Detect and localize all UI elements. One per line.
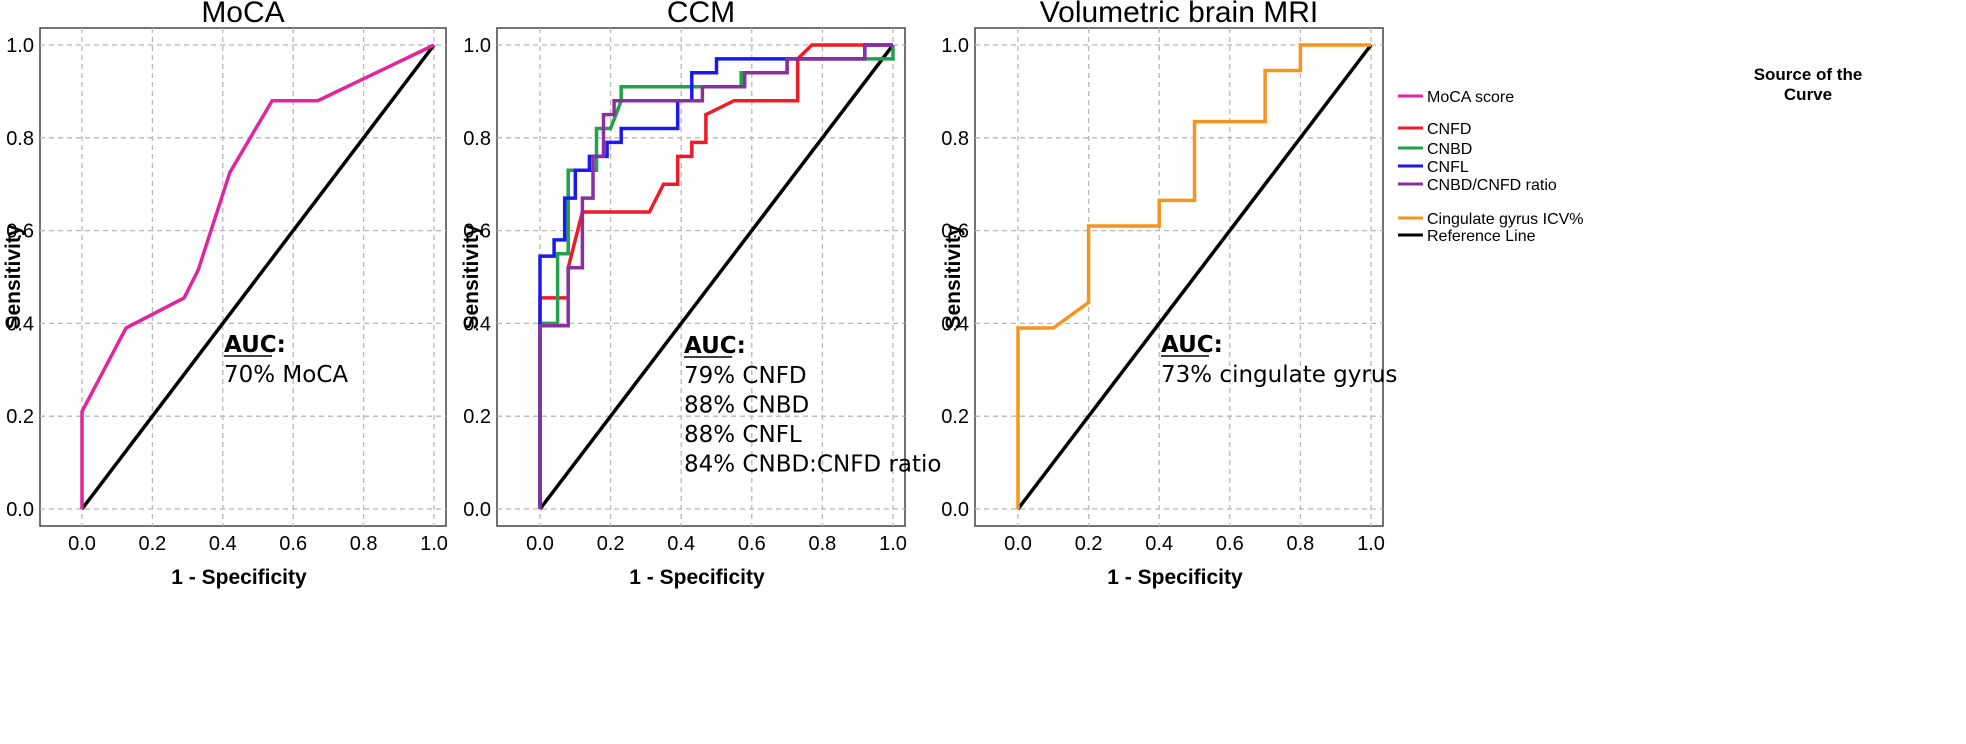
moca-x-tick-label: 0.6 xyxy=(279,533,307,555)
volumetric-brain-mri-y-tick-label: 0.4 xyxy=(941,313,969,335)
moca-title: MoCA xyxy=(201,0,284,29)
ccm-auc-value: 84% CNBD:CNFD ratio xyxy=(684,452,941,478)
panel-volumetric-brain-mri: 0.0 0.0 0.2 0.2 0.4 0.4 0.6 0.6 0.8 0.8 1.0 1.0 Volu… xyxy=(941,0,1397,589)
moca-y-tick-label: 0.2 xyxy=(6,406,34,428)
ccm-y-tick-label: 0.4 xyxy=(463,313,491,335)
ccm-y-tick-label: 0.2 xyxy=(463,406,491,428)
legend-label-cingulate-gyrus-icv: Cingulate gyrus ICV% xyxy=(1427,211,1584,228)
moca-y-axis-label: Sensitivity xyxy=(2,224,25,329)
volumetric-brain-mri-y-tick-label: 0.6 xyxy=(941,221,969,243)
moca-auc-heading: AUC: xyxy=(224,332,286,358)
roc-panels: 0.0 0.0 0.2 0.2 0.4 0.4 0.6 0.6 0.8 0.8 1.0 1.0 MoCA… xyxy=(2,0,1397,589)
volumetric-brain-mri-series-cingulate-gyrus-icv xyxy=(1016,43,1371,509)
moca-y-tick-label: 0.4 xyxy=(6,313,34,335)
ccm-series-cnfl xyxy=(538,43,893,509)
ccm-y-tick-label: 0.8 xyxy=(463,128,491,150)
ccm-auc-value: 88% CNFL xyxy=(684,422,802,448)
moca-x-tick-label: 0.4 xyxy=(209,533,237,555)
volumetric-brain-mri-plot-frame xyxy=(974,27,1384,527)
legend-label-cnbd-cnfd-ratio: CNBD/CNFD ratio xyxy=(1427,177,1557,194)
moca-y-tick-label: 1.0 xyxy=(6,35,34,57)
moca-x-tick-label: 0.2 xyxy=(138,533,166,555)
volumetric-brain-mri-auc-value: 73% cingulate gyrus xyxy=(1161,362,1397,388)
volumetric-brain-mri-series-reference-line xyxy=(1016,43,1373,511)
ccm-x-tick-label: 1.0 xyxy=(879,533,907,555)
moca-x-tick-label: 0.8 xyxy=(350,533,378,555)
ccm-plot-frame xyxy=(496,27,906,527)
moca-y-tick-label: 0.8 xyxy=(6,128,34,150)
moca-series-reference-line xyxy=(80,43,436,511)
volumetric-brain-mri-y-axis-label: Sensitivity xyxy=(942,224,965,329)
ccm-y-tick-label: 0.6 xyxy=(463,221,491,243)
ccm-title: CCM xyxy=(667,0,735,29)
volumetric-brain-mri-title: Volumetric brain MRI xyxy=(1040,0,1318,29)
ccm-auc-value: 79% CNFD xyxy=(684,363,807,389)
moca-x-tick-label: 1.0 xyxy=(420,533,448,555)
ccm-x-tick-label: 0.2 xyxy=(597,533,625,555)
legend: Source of the Curve MoCA scoreCNFDCNBDCN… xyxy=(1398,65,1862,245)
ccm-x-tick-label: 0.6 xyxy=(738,533,766,555)
volumetric-brain-mri-y-tick-label: 0.8 xyxy=(941,128,969,150)
panel-ccm: 0.0 0.0 0.2 0.2 0.4 0.4 0.6 0.6 0.8 0.8 1.0 1.0 CCM 1… xyxy=(460,0,941,589)
legend-label-cnfl: CNFL xyxy=(1427,159,1469,176)
volumetric-brain-mri-y-tick-label: 1.0 xyxy=(941,35,969,57)
legend-label-cnfd: CNFD xyxy=(1427,121,1471,138)
moca-x-tick-label: 0.0 xyxy=(68,533,96,555)
moca-y-tick-label: 0.6 xyxy=(6,221,34,243)
volumetric-brain-mri-y-tick-label: 0.0 xyxy=(941,499,969,521)
volumetric-brain-mri-auc-heading: AUC: xyxy=(1161,332,1223,358)
panel-moca: 0.0 0.0 0.2 0.2 0.4 0.4 0.6 0.6 0.8 0.8 1.0 1.0 MoCA… xyxy=(2,0,448,589)
volumetric-brain-mri-x-tick-label: 0.4 xyxy=(1145,533,1173,555)
ccm-x-tick-label: 0.8 xyxy=(808,533,836,555)
ccm-auc-heading: AUC: xyxy=(684,333,746,359)
legend-title-line2: Curve xyxy=(1784,85,1832,104)
ccm-series-cnbd-cnfd-ratio xyxy=(538,43,893,509)
legend-label-cnbd: CNBD xyxy=(1427,141,1472,158)
volumetric-brain-mri-x-axis-label: 1 - Specificity xyxy=(1107,566,1243,589)
volumetric-brain-mri-x-tick-label: 1.0 xyxy=(1357,533,1385,555)
ccm-series-reference-line xyxy=(538,43,895,511)
moca-plot-frame xyxy=(39,27,447,527)
legend-label-reference-line: Reference Line xyxy=(1427,228,1536,245)
moca-auc-value: 70% MoCA xyxy=(224,362,348,388)
volumetric-brain-mri-x-tick-label: 0.8 xyxy=(1286,533,1314,555)
volumetric-brain-mri-x-tick-label: 0.0 xyxy=(1004,533,1032,555)
ccm-y-axis-label: Sensitivity xyxy=(460,224,483,329)
ccm-x-axis-label: 1 - Specificity xyxy=(629,566,765,589)
ccm-x-tick-label: 0.0 xyxy=(526,533,554,555)
volumetric-brain-mri-y-tick-label: 0.2 xyxy=(941,406,969,428)
moca-series-moca-score xyxy=(80,43,435,509)
ccm-y-tick-label: 1.0 xyxy=(463,35,491,57)
volumetric-brain-mri-x-tick-label: 0.6 xyxy=(1216,533,1244,555)
legend-label-moca-score: MoCA score xyxy=(1427,89,1514,106)
ccm-y-tick-label: 0.0 xyxy=(463,499,491,521)
moca-x-axis-label: 1 - Specificity xyxy=(171,566,307,589)
volumetric-brain-mri-x-tick-label: 0.2 xyxy=(1075,533,1103,555)
moca-y-tick-label: 0.0 xyxy=(6,499,34,521)
ccm-x-tick-label: 0.4 xyxy=(667,533,695,555)
ccm-auc-value: 88% CNBD xyxy=(684,393,809,419)
legend-title-line1: Source of the xyxy=(1754,65,1863,84)
